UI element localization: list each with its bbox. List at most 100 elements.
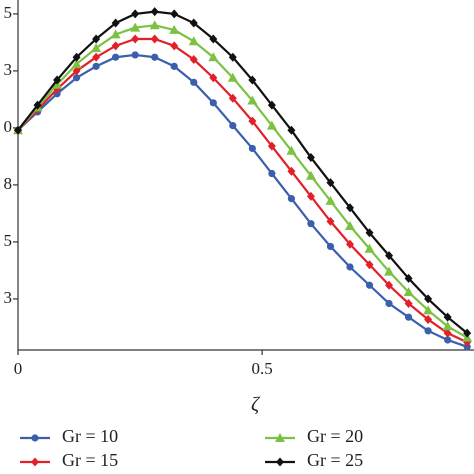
data-point	[404, 273, 413, 283]
data-point	[150, 7, 159, 17]
data-point	[149, 20, 160, 30]
data-point	[248, 116, 257, 126]
data-point	[110, 29, 121, 39]
data-point	[131, 34, 140, 44]
data-point	[209, 99, 217, 107]
y-tick-label: 0	[4, 117, 13, 136]
data-point	[442, 321, 453, 331]
legend-marker	[31, 457, 39, 467]
data-point	[33, 100, 42, 110]
data-point	[424, 327, 432, 335]
data-point	[305, 170, 316, 180]
data-point	[345, 239, 354, 249]
data-point	[365, 260, 374, 270]
data-point	[267, 141, 276, 151]
data-point	[170, 9, 179, 19]
y-tick-label: 8	[4, 174, 13, 193]
data-point	[209, 73, 218, 83]
series-line	[17, 10, 468, 334]
data-point	[267, 100, 276, 110]
legend-marker	[276, 457, 284, 467]
data-point	[287, 125, 296, 135]
data-point	[403, 287, 414, 297]
data-point	[385, 299, 393, 308]
data-point	[364, 243, 375, 253]
data-point	[365, 228, 374, 238]
data-point	[14, 125, 22, 135]
data-point	[130, 22, 141, 32]
data-point	[286, 145, 297, 155]
y-tick-label: 3	[4, 288, 13, 307]
legend-label: Gr = 25	[307, 450, 363, 470]
data-point	[72, 74, 81, 82]
data-point	[170, 62, 178, 70]
data-point	[365, 281, 374, 289]
data-point	[346, 263, 354, 271]
x-tick-label: 0	[14, 359, 23, 378]
y-tick-label: 3	[4, 60, 13, 79]
data-point	[189, 55, 198, 65]
legend-label: Gr = 10	[62, 426, 118, 446]
data-point	[71, 59, 82, 69]
data-point	[307, 220, 315, 228]
data-point	[228, 52, 237, 62]
data-point	[209, 34, 218, 44]
y-tick-label: 5	[4, 3, 13, 22]
legend-label: Gr = 20	[307, 426, 363, 446]
x-axis-label: ζ	[251, 394, 261, 416]
data-point	[72, 66, 81, 76]
data-point	[150, 34, 159, 44]
data-point	[326, 242, 335, 251]
data-point	[72, 52, 81, 62]
data-point	[228, 93, 237, 103]
x-tick-label: 0.5	[251, 359, 272, 378]
data-point	[326, 216, 335, 226]
data-point	[227, 72, 238, 82]
data-point	[247, 95, 258, 105]
data-point	[344, 220, 355, 230]
data-point	[404, 313, 413, 321]
data-point	[248, 144, 256, 153]
data-point	[385, 280, 394, 290]
data-point	[326, 178, 335, 188]
legend-marker	[31, 434, 39, 442]
data-point	[384, 266, 395, 276]
data-point	[306, 191, 315, 201]
data-point	[189, 18, 198, 28]
series-line	[17, 37, 468, 344]
data-point	[287, 194, 296, 203]
data-point	[443, 312, 452, 322]
data-point	[111, 41, 120, 51]
data-point	[424, 314, 433, 324]
y-tick-label: 5	[4, 231, 13, 250]
data-point	[111, 18, 120, 28]
data-point	[112, 53, 120, 61]
legend-label: Gr = 15	[62, 450, 118, 470]
data-point	[131, 9, 140, 19]
data-point	[325, 195, 336, 205]
data-point	[463, 328, 472, 338]
data-point	[190, 78, 198, 86]
data-point	[188, 36, 199, 46]
data-point	[463, 343, 471, 351]
series-line	[17, 53, 468, 348]
data-point	[92, 62, 100, 70]
data-point	[287, 166, 296, 176]
data-point	[404, 298, 413, 308]
data-point	[424, 294, 433, 304]
data-point	[423, 305, 434, 315]
data-point	[345, 203, 354, 213]
data-point	[170, 41, 179, 51]
data-point	[385, 251, 394, 261]
data-point	[92, 52, 101, 62]
data-point	[208, 52, 219, 62]
legend-marker	[275, 433, 285, 442]
data-point	[444, 336, 452, 344]
data-point	[268, 169, 276, 178]
data-point	[248, 75, 257, 85]
data-point	[443, 328, 452, 338]
data-point	[306, 153, 315, 163]
data-point	[53, 75, 62, 85]
data-point	[91, 43, 102, 53]
data-point	[92, 34, 101, 44]
